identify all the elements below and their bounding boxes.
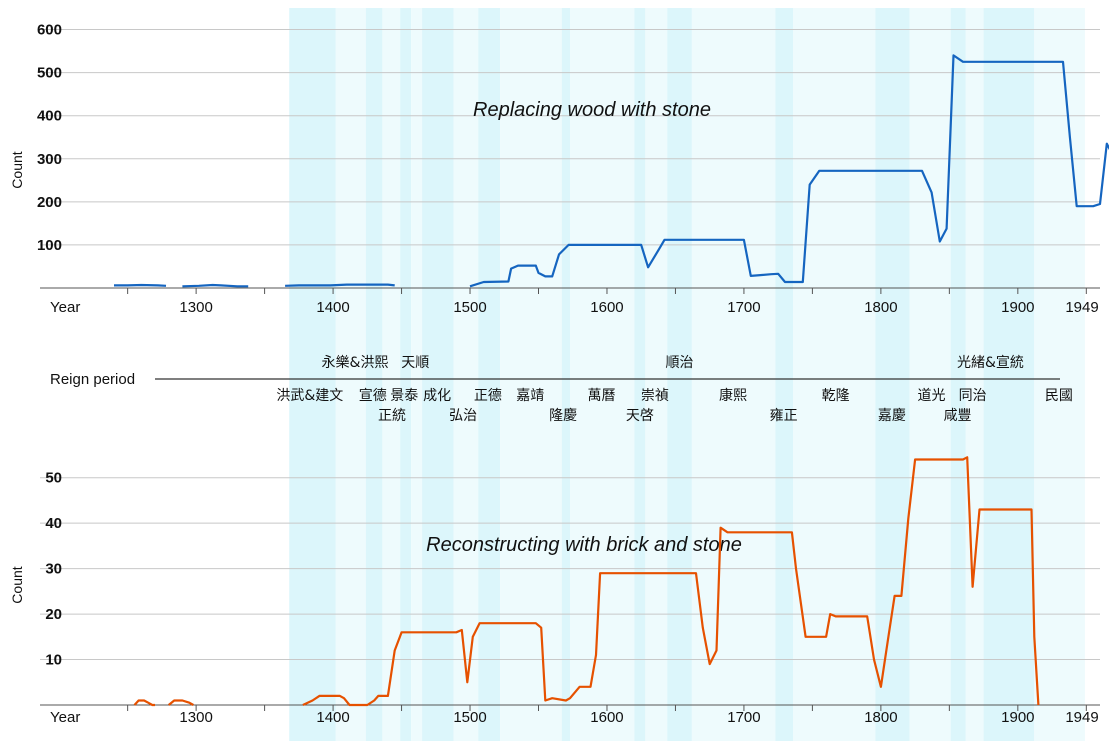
reign-band xyxy=(335,8,366,741)
reign-band xyxy=(965,8,984,741)
x-tick-label: 1900 xyxy=(1001,299,1034,316)
series-line xyxy=(285,283,395,287)
x-tick-label: 1949 xyxy=(1065,709,1098,726)
reign-band xyxy=(453,8,479,741)
series-line xyxy=(302,456,1040,707)
y-tick-label: 40 xyxy=(45,515,62,532)
reign-band xyxy=(775,8,794,741)
y-tick-label: 200 xyxy=(37,194,62,211)
reign-name-below: 崇禎 xyxy=(641,388,669,404)
reign-band xyxy=(645,8,668,741)
reign-name-below: 嘉靖 xyxy=(516,388,544,404)
y-tick-label: 500 xyxy=(37,65,62,82)
y-tick-label: 400 xyxy=(37,108,62,125)
series-line xyxy=(114,283,167,287)
x-tick-label: 1400 xyxy=(316,709,349,726)
reign-name-above: 天順 xyxy=(401,355,429,371)
series-line xyxy=(168,699,194,706)
x-tick-label: 1800 xyxy=(864,709,897,726)
reign-period-label: Reign period xyxy=(50,371,135,388)
reign-band xyxy=(691,8,776,741)
x-tick-label: 1700 xyxy=(727,299,760,316)
y-tick-label: 100 xyxy=(37,237,62,254)
reign-bands xyxy=(289,8,1085,741)
bottom-panel: 10 20 30 40 50 Year 1300 1400 1500 1600 1700 1800 19… xyxy=(9,456,1100,726)
x-axis-label: Year xyxy=(50,299,80,316)
reign-band xyxy=(667,8,692,741)
y-tick-label: 50 xyxy=(45,470,62,487)
reign-name-lower: 隆慶 xyxy=(549,408,577,424)
series-line xyxy=(469,54,1109,288)
reign-row: Reign period永樂&洪熙 天順 順治 光緒&宣統洪武&建文 宣德 景泰 成化 正德嘉… xyxy=(50,354,1073,424)
x-tick-label: 1949 xyxy=(1065,299,1098,316)
reign-name-lower: 弘治 xyxy=(449,408,477,424)
reign-band xyxy=(478,8,501,741)
reign-name-below: 萬曆 xyxy=(587,388,615,404)
reign-name-below: 民國 xyxy=(1045,388,1073,404)
reign-name-below: 同治 xyxy=(959,388,987,404)
chart-annotation: Replacing wood with stone xyxy=(473,99,711,121)
reign-band xyxy=(909,8,951,741)
reign-name-lower: 正統 xyxy=(378,408,406,424)
reign-name-lower: 嘉慶 xyxy=(878,408,906,424)
y-tick-label: 30 xyxy=(45,561,62,578)
reign-name-below: 康熙 xyxy=(719,387,747,404)
x-tick-label: 1300 xyxy=(179,709,212,726)
reign-band xyxy=(875,8,910,741)
y-tick-label: 300 xyxy=(37,151,62,168)
reign-band xyxy=(422,8,454,741)
reign-band xyxy=(289,8,336,741)
reign-name-lower: 天啓 xyxy=(626,408,654,424)
x-tick-label: 1600 xyxy=(590,709,623,726)
reign-name-above: 光緒&宣統 xyxy=(957,355,1024,371)
x-tick-label: 1500 xyxy=(453,299,486,316)
reign-band xyxy=(365,8,383,741)
x-tick-label: 1900 xyxy=(1001,709,1034,726)
y-tick-label: 10 xyxy=(45,652,62,669)
x-tick-label: 1800 xyxy=(864,299,897,316)
y-axis-label: Count xyxy=(9,566,25,603)
series-line xyxy=(133,699,155,707)
reign-band xyxy=(983,8,1035,741)
reign-band xyxy=(382,8,401,741)
reign-band xyxy=(411,8,423,741)
reign-name-above: 順治 xyxy=(666,355,694,371)
chart-annotation: Reconstructing with brick and stone xyxy=(426,534,742,556)
reign-name-below: 成化 xyxy=(423,388,451,404)
top-panel: 100 200 300 400 500 600 Year 1300 1400 1500 1600 17… xyxy=(9,22,1109,316)
reign-band xyxy=(793,8,876,741)
reign-name-below: 宣德 xyxy=(359,388,387,404)
x-tick-label: 1700 xyxy=(727,709,760,726)
series-line xyxy=(182,283,249,288)
x-tick-label: 1300 xyxy=(179,299,212,316)
y-tick-label: 600 xyxy=(37,22,62,39)
x-axis-label: Year xyxy=(50,709,80,726)
x-tick-label: 1400 xyxy=(316,299,349,316)
reign-name-below: 景泰 xyxy=(390,388,418,404)
reign-name-below: 正德 xyxy=(474,388,502,404)
reign-band xyxy=(950,8,966,741)
y-tick-label: 20 xyxy=(45,606,62,623)
reign-band xyxy=(1034,8,1085,741)
reign-band xyxy=(500,8,562,741)
x-tick-label: 1600 xyxy=(590,299,623,316)
reign-band xyxy=(634,8,646,741)
reign-band xyxy=(561,8,570,741)
y-axis-label: Count xyxy=(9,151,25,188)
reign-band xyxy=(570,8,635,741)
reign-name-below: 道光 xyxy=(918,388,946,404)
reign-name-below: 洪武&建文 xyxy=(276,388,343,404)
reign-name-lower: 雍正 xyxy=(770,408,798,424)
reign-name-above: 永樂&洪熙 xyxy=(322,354,389,371)
x-tick-label: 1500 xyxy=(453,709,486,726)
reign-name-lower: 咸豐 xyxy=(944,408,972,424)
reign-name-below: 乾隆 xyxy=(822,388,850,404)
reign-band xyxy=(400,8,412,741)
